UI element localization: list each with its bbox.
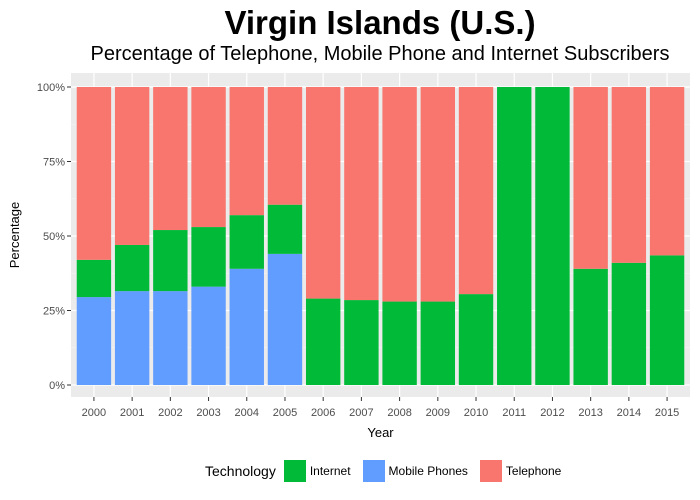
legend-item-mobile-phones: Mobile Phones	[362, 460, 468, 482]
bar-telephone-2015	[649, 87, 685, 256]
x-tick-label: 2011	[502, 407, 526, 419]
bar-internet-2003	[191, 227, 226, 287]
x-tick-label: 2008	[387, 407, 411, 419]
bar-telephone-2004	[229, 87, 264, 216]
y-tick-label: 100%	[37, 82, 65, 94]
x-tick-label: 2012	[540, 407, 564, 419]
bar-telephone-2006	[305, 87, 341, 299]
x-tick-label: 2014	[617, 407, 641, 419]
x-tick-label: 2007	[349, 407, 373, 419]
chart-subtitle: Percentage of Telephone, Mobile Phone an…	[90, 43, 670, 65]
bar-mobile-phones-2001	[114, 291, 150, 385]
bar-telephone-2000	[76, 87, 112, 260]
bar-internet-2010	[458, 294, 494, 385]
bar-mobile-phones-2003	[191, 286, 226, 385]
x-tick-label: 2005	[273, 407, 297, 419]
bar-internet-2015	[649, 255, 685, 385]
chart: 0% 25% 50% 75% 100% 2000 2001 2002 2003 2004 2005 2…	[7, 73, 690, 440]
bar-internet-2014	[611, 262, 647, 385]
bar-internet-2002	[153, 230, 188, 292]
bar-telephone-2010	[458, 87, 494, 295]
bar-mobile-phones-2000	[76, 297, 112, 385]
bar-internet-2004	[229, 215, 264, 269]
bar-mobile-phones-2002	[153, 291, 188, 385]
legend-item-telephone: Telephone	[479, 460, 562, 482]
x-tick-label: 2003	[196, 407, 220, 419]
bar-internet-2000	[76, 259, 112, 298]
bar-internet-2013	[573, 268, 608, 385]
bar-internet-2008	[382, 301, 417, 385]
bar-telephone-2009	[420, 87, 456, 302]
x-tick-label: 2002	[158, 407, 182, 419]
bar-internet-2011	[497, 87, 532, 385]
x-tick-label: 2004	[235, 407, 259, 419]
bar-telephone-2007	[344, 87, 379, 301]
bar-telephone-2008	[382, 87, 417, 302]
legend-swatch-telephone	[479, 460, 502, 482]
bar-internet-2007	[344, 300, 379, 385]
bar-telephone-2002	[153, 87, 188, 231]
x-tick-label: 2009	[426, 407, 450, 419]
y-tick-label: 25%	[43, 306, 65, 318]
legend-title: Technology	[205, 463, 276, 479]
y-tick-label: 75%	[43, 157, 65, 169]
x-tick-label: 2015	[655, 407, 679, 419]
legend-label-internet: Internet	[309, 464, 351, 478]
bar-mobile-phones-2004	[229, 268, 264, 385]
x-tick-label: 2000	[82, 407, 106, 419]
legend-label-telephone: Telephone	[505, 464, 562, 478]
legend-swatch-mobile-phones	[362, 460, 385, 482]
x-tick-label: 2006	[311, 407, 335, 419]
bar-internet-2001	[114, 244, 150, 292]
bar-telephone-2003	[191, 87, 226, 228]
bar-mobile-phones-2005	[267, 253, 303, 385]
bar-internet-2009	[420, 301, 456, 385]
legend-swatch-internet	[283, 460, 306, 482]
bar-internet-2006	[305, 298, 341, 385]
bar-telephone-2005	[267, 87, 303, 205]
y-tick-label: 50%	[43, 231, 65, 243]
x-tick-label: 2013	[578, 407, 602, 419]
chart-title: Virgin Islands (U.S.)	[224, 4, 536, 41]
bar-telephone-2014	[611, 87, 647, 263]
legend: Technology Internet Mobile Phones Teleph…	[205, 460, 573, 482]
legend-item-internet: Internet	[283, 460, 351, 482]
bar-telephone-2013	[573, 87, 608, 269]
bar-internet-2005	[267, 204, 303, 254]
bar-telephone-2001	[114, 87, 150, 245]
x-axis-title: Year	[367, 425, 394, 440]
x-tick-label: 2001	[120, 407, 144, 419]
y-tick-label: 0%	[49, 380, 65, 392]
x-tick-label: 2010	[464, 407, 488, 419]
legend-label-mobile-phones: Mobile Phones	[388, 464, 468, 478]
bar-internet-2012	[535, 87, 570, 385]
y-axis-title: Percentage	[7, 202, 22, 269]
